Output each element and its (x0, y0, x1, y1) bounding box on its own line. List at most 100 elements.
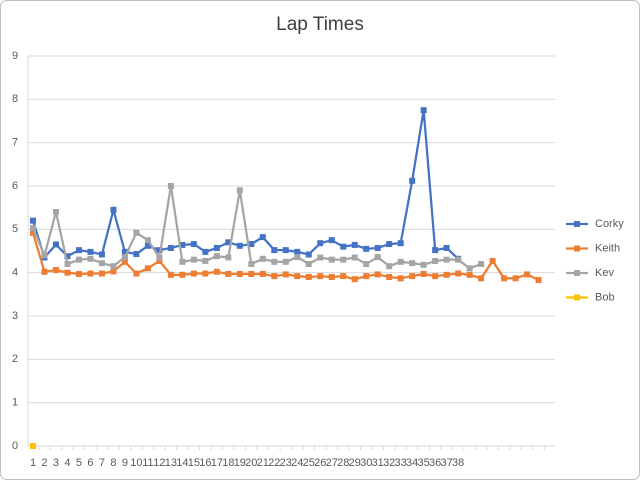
data-point (271, 258, 278, 265)
data-point (363, 273, 370, 280)
x-tick-label: 13 (165, 457, 177, 469)
data-point (524, 271, 531, 278)
x-tick-label: 23 (280, 457, 292, 469)
data-point (87, 248, 94, 255)
data-point (305, 261, 312, 267)
data-point (340, 256, 347, 263)
data-point (294, 273, 301, 280)
data-point (294, 248, 301, 255)
x-tick-label: 11 (142, 457, 153, 469)
y-tick-label: 1 (12, 397, 18, 409)
data-point (409, 177, 416, 184)
data-point (363, 245, 370, 252)
data-point (236, 242, 243, 249)
data-point (328, 274, 335, 280)
data-point (363, 261, 370, 267)
x-tick-label: 32 (383, 457, 395, 469)
data-point (259, 234, 266, 241)
data-point (305, 274, 312, 280)
x-tick-label: 29 (349, 457, 361, 469)
y-tick-label: 3 (12, 310, 18, 322)
y-tick-label: 6 (12, 180, 18, 192)
x-tick-label: 14 (176, 457, 188, 469)
data-point (259, 270, 266, 277)
x-tick-label: 1 (30, 457, 36, 469)
data-point (386, 274, 393, 280)
data-point (41, 268, 48, 275)
x-tick-label: 2 (41, 457, 47, 469)
data-point (213, 253, 220, 260)
data-point (409, 273, 416, 280)
data-point (75, 247, 82, 254)
data-point (386, 263, 393, 270)
x-tick-label: 34 (406, 457, 418, 469)
data-point (213, 244, 220, 251)
data-point (478, 275, 485, 282)
data-point (225, 254, 232, 261)
x-tick-label: 35 (418, 457, 430, 469)
x-tick-label: 36 (429, 457, 441, 469)
data-point (30, 443, 36, 449)
x-tick-label: 19 (234, 457, 246, 469)
data-point (202, 248, 209, 255)
data-point (443, 244, 450, 251)
x-tick-label: 16 (199, 457, 211, 469)
x-tick-label: 26 (314, 457, 326, 469)
data-point (432, 257, 439, 264)
data-point (87, 255, 94, 262)
data-point (236, 270, 243, 277)
data-point (512, 275, 519, 282)
data-point (110, 206, 117, 213)
x-tick-label: 27 (326, 457, 338, 469)
legend-label: Kev (595, 267, 614, 279)
data-point (144, 265, 151, 272)
data-point (409, 260, 416, 267)
x-tick-label: 33 (395, 457, 407, 469)
data-point (432, 273, 439, 280)
data-point (64, 253, 71, 260)
data-point (30, 225, 36, 232)
data-point (52, 209, 59, 215)
data-point (156, 257, 163, 264)
x-tick-label: 21 (257, 457, 269, 469)
data-point (110, 268, 117, 275)
data-point (110, 263, 117, 270)
data-point (248, 261, 255, 267)
data-point (443, 271, 450, 278)
data-point (386, 241, 393, 248)
data-point (420, 270, 427, 277)
x-tick-label: 17 (211, 457, 223, 469)
data-point (144, 237, 151, 244)
data-point (420, 107, 427, 114)
data-point (317, 273, 324, 280)
x-tick-label: 22 (268, 457, 280, 469)
data-point (179, 258, 186, 265)
data-point (225, 270, 232, 277)
data-point (351, 241, 358, 248)
data-point (64, 261, 71, 267)
data-point (98, 260, 105, 267)
x-tick-label: 12 (153, 457, 165, 469)
data-point (248, 270, 255, 277)
x-tick-label: 8 (110, 457, 116, 469)
data-point (478, 261, 485, 267)
x-tick-label: 24 (291, 457, 303, 469)
data-point (64, 269, 71, 276)
y-tick-label: 5 (12, 223, 18, 235)
x-tick-label: 15 (188, 457, 200, 469)
data-point (328, 256, 335, 263)
data-point (535, 277, 542, 284)
data-point (432, 247, 439, 254)
data-point (282, 247, 289, 254)
legend-label: Keith (595, 242, 620, 254)
data-point (466, 271, 473, 278)
data-point (317, 240, 324, 247)
legend-marker (574, 245, 580, 252)
data-point (351, 276, 358, 283)
data-point (121, 258, 128, 265)
x-tick-label: 31 (372, 457, 384, 469)
data-point (397, 258, 404, 265)
x-tick-label: 38 (452, 457, 464, 469)
x-tick-label: 28 (337, 457, 349, 469)
data-point (30, 217, 36, 224)
